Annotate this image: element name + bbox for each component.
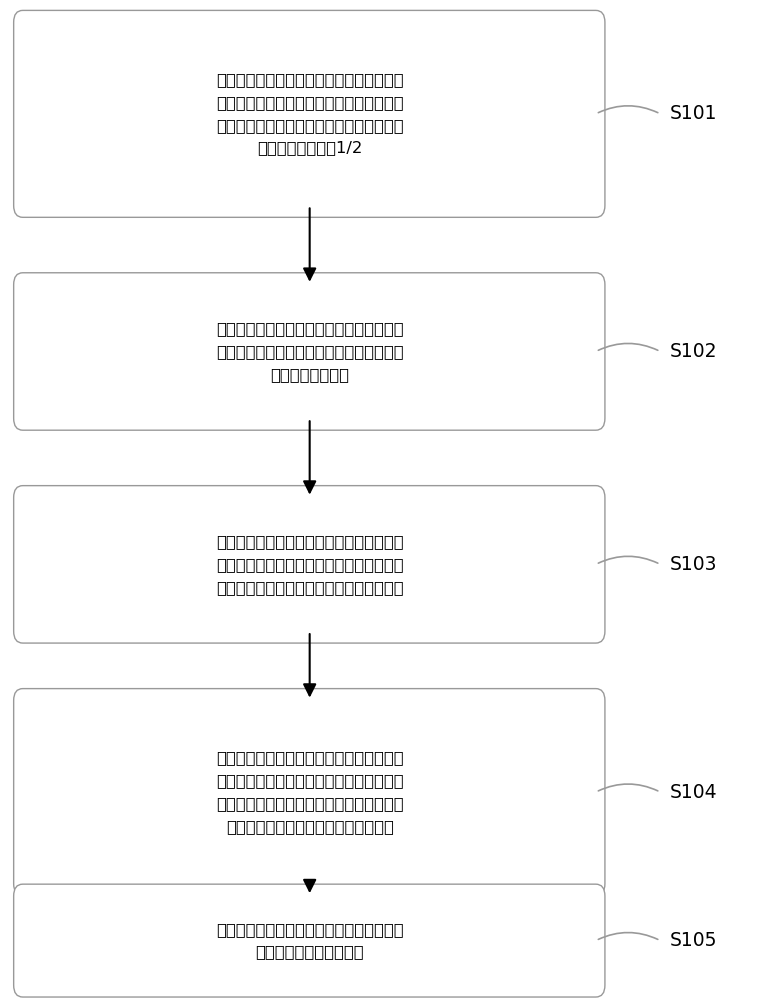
Text: 根据每个时间单元内的数据值的极大值和极
小值以及所述极大值和极小值对应时间点的
先后顺序，将所述极大值和极小值绘制在显
示区域的直角坐标系内，以形成趋势点: 根据每个时间单元内的数据值的极大值和极 小值以及所述极大值和极小值对应时间点的 … [216, 750, 404, 834]
FancyBboxPatch shape [14, 486, 605, 643]
FancyBboxPatch shape [14, 689, 605, 896]
FancyBboxPatch shape [14, 10, 605, 217]
Text: S101: S101 [669, 104, 717, 123]
Text: S105: S105 [669, 931, 717, 950]
FancyBboxPatch shape [14, 273, 605, 430]
Text: S103: S103 [669, 555, 717, 574]
Text: S102: S102 [669, 342, 717, 361]
Text: 获取并遍历生产过程中采集的所有数据值，
根据每个数据值对应的时间点将数据值归属
到对应的时间单元: 获取并遍历生产过程中采集的所有数据值， 根据每个数据值对应的时间点将数据值归属 … [216, 321, 404, 382]
FancyBboxPatch shape [14, 884, 605, 997]
Text: 比较每个时间单元内的数据值，以确定每个
时间单元内的数据值的极大值和极小值以及
所述极大值和极小值对应时间点的先后顺序: 比较每个时间单元内的数据值，以确定每个 时间单元内的数据值的极大值和极小值以及 … [216, 534, 404, 595]
Text: 根据显示区域的宽度将待显示数据的时间跨
度划分为多个连续的时间单元；其中，划分
的时间单元的个数最多是显示区域宽度包括
的显示单位个数的1/2: 根据显示区域的宽度将待显示数据的时间跨 度划分为多个连续的时间单元；其中，划分 … [216, 72, 404, 156]
Text: 用曲线将所有时间单元内的趋势点按照时间
先后顺序连接形成趋势图: 用曲线将所有时间单元内的趋势点按照时间 先后顺序连接形成趋势图 [216, 922, 404, 959]
Text: S104: S104 [669, 783, 717, 802]
